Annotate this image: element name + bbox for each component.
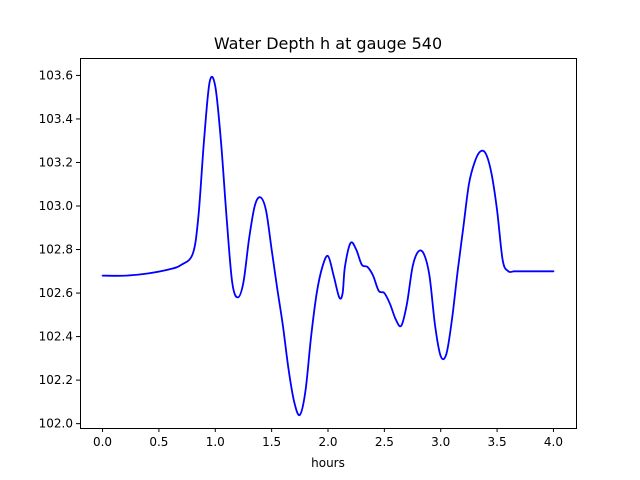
plot-frame: [80, 58, 577, 429]
x-tick-label: 0.0: [93, 435, 112, 449]
x-tick-label: 2.5: [375, 435, 394, 449]
x-axis: 0.0 0.5 1.0 1.5 2.0 2.5 3.0 3.5 4.0: [93, 428, 563, 449]
plot-area: [101, 75, 555, 417]
y-tick-label: 102.6: [39, 286, 73, 300]
y-tick-label: 103.2: [39, 155, 73, 169]
x-tick-label: 1.5: [262, 435, 281, 449]
y-tick-label: 102.8: [39, 243, 73, 257]
x-axis-label: hours: [311, 456, 345, 470]
y-tick-label: 103.4: [39, 112, 73, 126]
y-axis: 102.0 102.2 102.4 102.6 102.8 103.0 103.2 103.4…: [39, 68, 80, 431]
water-depth-line: [101, 75, 555, 417]
y-tick-label: 102.0: [39, 417, 73, 431]
chart-title: Water Depth h at gauge 540: [214, 34, 442, 53]
x-tick-label: 2.0: [318, 435, 337, 449]
y-tick-label: 102.2: [39, 373, 73, 387]
x-tick-label: 4.0: [544, 435, 563, 449]
y-tick-label: 103.6: [39, 68, 73, 82]
y-tick-label: 103.0: [39, 199, 73, 213]
x-tick-label: 3.0: [431, 435, 450, 449]
y-tick-label: 102.4: [39, 330, 73, 344]
x-tick-label: 1.0: [206, 435, 225, 449]
x-tick-label: 3.5: [488, 435, 507, 449]
x-tick-label: 0.5: [149, 435, 168, 449]
